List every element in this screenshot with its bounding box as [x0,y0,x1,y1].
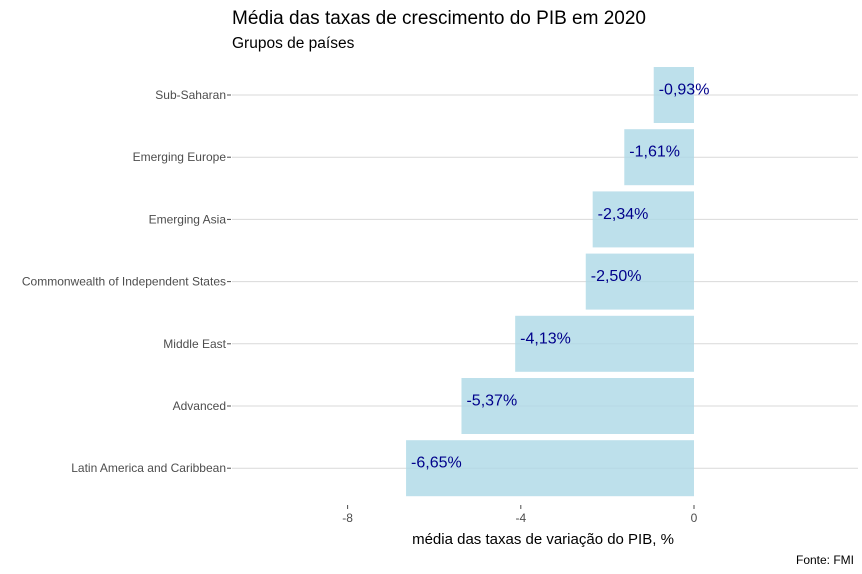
data-label: -5,37% [466,393,517,410]
bar [585,253,694,310]
category-label: Emerging Europe [133,150,227,164]
data-label: -1,61% [629,144,680,161]
category-label: Latin America and Caribbean [71,461,226,475]
x-tick-label: -4 [515,511,526,525]
bar [592,191,694,248]
x-tick-label: 0 [691,511,698,525]
bar [624,129,694,186]
data-label: -4,13% [520,330,571,347]
bars [406,67,694,497]
x-axis: -8 -4 0 [342,505,698,525]
data-label: -6,65% [411,455,462,472]
data-label: -2,34% [598,206,649,223]
category-label: Advanced [173,399,226,413]
category-label: Commonwealth of Independent States [22,275,226,289]
caption-source: Fonte: FMI [796,553,854,567]
data-label: -0,93% [659,82,710,99]
bar [515,315,694,372]
bar [461,378,694,434]
y-axis: Sub-Saharan Emerging Europe Emerging Asia C… [22,88,231,475]
bar [653,67,694,123]
data-label: -2,50% [591,268,642,285]
x-axis-title: média das taxas de variação do PIB, % [412,531,674,548]
category-label: Middle East [163,337,226,351]
data-labels: -0,93% -1,61% -2,34% -2,50% -4,13% -5,37% -6,6… [411,82,709,472]
bar [406,440,694,497]
x-tick-label: -8 [342,511,353,525]
category-label: Emerging Asia [149,212,227,226]
category-label: Sub-Saharan [155,88,226,102]
chart-title: Média das taxas de crescimento do PIB em… [232,8,646,29]
chart-subtitle: Grupos de países [232,35,355,52]
